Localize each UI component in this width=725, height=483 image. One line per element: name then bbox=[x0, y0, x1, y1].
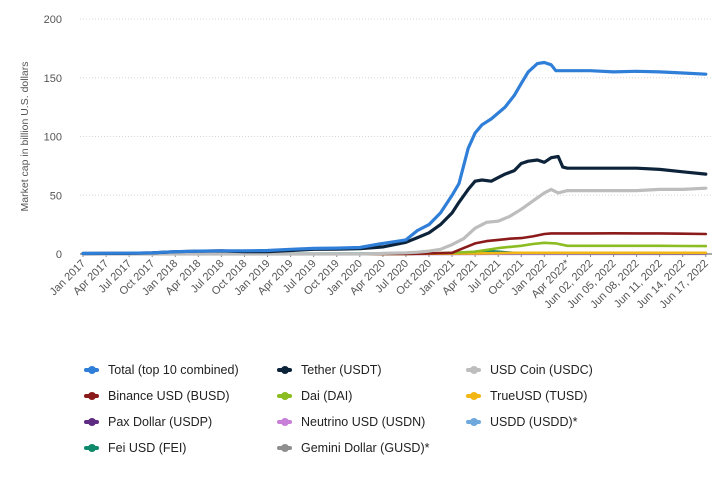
legend-item-gusd[interactable]: Gemini Dollar (GUSD)* bbox=[277, 441, 430, 455]
series-line-dai-dai bbox=[81, 241, 708, 256]
legend-marker bbox=[466, 391, 481, 400]
legend-label: USD Coin (USDC) bbox=[490, 363, 593, 377]
series-line-tether-usdt bbox=[81, 154, 708, 256]
legend-marker bbox=[84, 417, 99, 426]
legend-item-fei[interactable]: Fei USD (FEI) bbox=[84, 441, 186, 455]
legend-marker bbox=[84, 443, 99, 452]
legend-marker bbox=[277, 365, 292, 374]
y-tick-label: 150 bbox=[44, 73, 62, 85]
legend-item-tether[interactable]: Tether (USDT) bbox=[277, 363, 382, 377]
legend-marker bbox=[277, 391, 292, 400]
legend-label: Dai (DAI) bbox=[301, 389, 353, 403]
y-tick-label: 200 bbox=[44, 14, 62, 26]
legend-label: Neutrino USD (USDN) bbox=[301, 415, 426, 429]
line-chart: 0 50 100 150 200 Market cap in billion U.S. d… bbox=[19, 14, 712, 311]
series-line-usd-coin-usdc bbox=[81, 186, 708, 256]
y-tick-label: 0 bbox=[56, 249, 62, 261]
legend-item-usdc[interactable]: USD Coin (USDC) bbox=[466, 363, 593, 377]
legend-item-busd[interactable]: Binance USD (BUSD) bbox=[84, 389, 230, 403]
legend-item-dai[interactable]: Dai (DAI) bbox=[277, 389, 352, 403]
legend-marker bbox=[84, 365, 99, 374]
legend-label: Total (top 10 combined) bbox=[108, 363, 239, 377]
y-tick-label: 100 bbox=[44, 132, 62, 144]
legend-marker bbox=[466, 417, 481, 426]
legend-label: Tether (USDT) bbox=[301, 363, 382, 377]
legend-label: Fei USD (FEI) bbox=[108, 441, 187, 455]
legend-marker bbox=[84, 391, 99, 400]
legend-label: Gemini Dollar (GUSD)* bbox=[301, 441, 430, 455]
legend-item-total[interactable]: Total (top 10 combined) bbox=[84, 363, 239, 377]
legend: Total (top 10 combined) Tether (USDT) US… bbox=[0, 340, 725, 483]
legend-marker bbox=[466, 365, 481, 374]
chart-area: 0 50 100 150 200 Market cap in billion U.S. d… bbox=[19, 14, 712, 311]
legend-marker bbox=[277, 417, 292, 426]
legend-label: USDD (USDD)* bbox=[490, 415, 578, 429]
legend-label: Binance USD (BUSD) bbox=[108, 389, 230, 403]
legend-item-usdp[interactable]: Pax Dollar (USDP) bbox=[84, 415, 212, 429]
legend-label: TrueUSD (TUSD) bbox=[490, 389, 588, 403]
legend-item-usdd[interactable]: USDD (USDD)* bbox=[466, 415, 578, 429]
legend-item-usdn[interactable]: Neutrino USD (USDN) bbox=[277, 415, 425, 429]
y-tick-label: 50 bbox=[50, 190, 62, 202]
y-axis-label: Market cap in billion U.S. dollars bbox=[19, 62, 31, 212]
legend-label: Pax Dollar (USDP) bbox=[108, 415, 213, 429]
series-line-binance-usd-busd bbox=[81, 232, 708, 256]
legend-marker bbox=[277, 443, 292, 452]
series-line-total-top-10-combined bbox=[81, 60, 708, 255]
legend-item-tusd[interactable]: TrueUSD (TUSD) bbox=[466, 389, 587, 403]
